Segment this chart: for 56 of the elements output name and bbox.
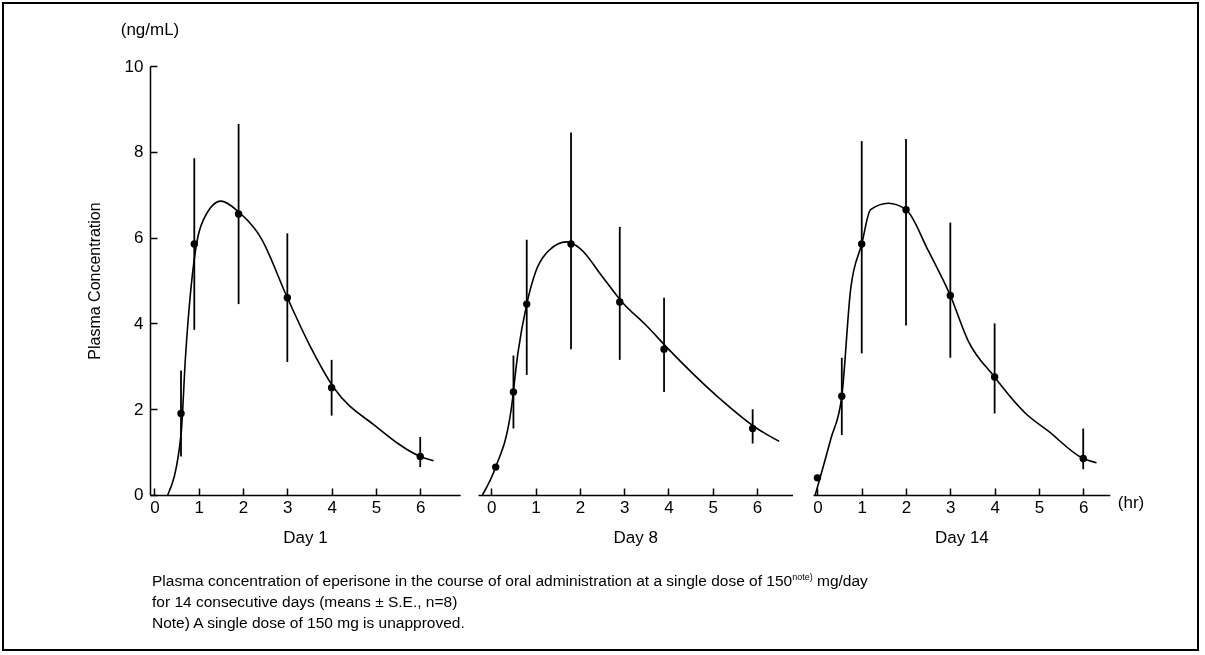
- x-tick-label: 5: [371, 498, 382, 518]
- x-tick-label: 3: [946, 498, 956, 518]
- y-tick-label: 4: [134, 313, 144, 333]
- text: for 14 consecutive days (means ± S.E., n=8): [152, 592, 459, 613]
- y-tick-label: 0: [134, 485, 144, 505]
- x-tick-label: 1: [531, 498, 541, 518]
- point: [509, 388, 518, 396]
- x-tick-label: 0: [487, 498, 497, 518]
- point: [327, 384, 336, 392]
- point: [190, 240, 199, 248]
- y-tick-label: 6: [134, 228, 144, 248]
- y-tick-label: 2: [134, 399, 144, 419]
- point: [748, 424, 757, 433]
- point: [416, 452, 424, 461]
- point: [234, 210, 243, 218]
- point: [838, 392, 846, 401]
- x-tick-label: 4: [990, 498, 1000, 518]
- point: [858, 240, 866, 248]
- x-axis-title: Day 8: [613, 528, 658, 548]
- point: [283, 293, 292, 302]
- text: Note) A single dose of 150 mg is unapproved.: [152, 613, 466, 634]
- x-tick-label: 0: [813, 498, 823, 518]
- point: [1079, 454, 1087, 463]
- y-tick-label: 8: [134, 142, 144, 162]
- x-tick-label: 2: [238, 498, 249, 518]
- text: (ng/mL): [120, 20, 180, 39]
- x-tick-label: 2: [575, 498, 586, 518]
- x-tick-label: 3: [283, 498, 293, 518]
- text: Plasma concentration of eperisone in the course of oral administration at a single dose of 150$^{note)}$ mg/day: [152, 571, 868, 592]
- point: [813, 474, 822, 482]
- point: [523, 300, 531, 308]
- x-tick-label: 5: [1034, 498, 1045, 518]
- x-tick-label: 3: [619, 498, 630, 518]
- x-tick-label: 6: [1078, 498, 1089, 518]
- point: [990, 373, 999, 381]
- text: (hr): [1117, 492, 1145, 512]
- x-tick-label: 4: [664, 498, 674, 518]
- x-tick-label: 0: [150, 498, 160, 518]
- x-tick-label: 5: [708, 498, 719, 518]
- point: [177, 409, 185, 418]
- x-axis-title: Day 14: [934, 528, 989, 548]
- x-tick-label: 2: [901, 498, 912, 518]
- point: [567, 240, 575, 248]
- x-axis-title: Day 1: [283, 528, 328, 548]
- point: [492, 463, 500, 471]
- x-tick-label: 6: [752, 498, 763, 518]
- point: [946, 291, 955, 300]
- x-tick-label: 6: [416, 498, 426, 518]
- y-axis-title: Plasma Concentration: [85, 202, 103, 360]
- point: [616, 298, 624, 306]
- x-tick-label: 4: [327, 498, 337, 518]
- x-tick-label: 1: [857, 498, 867, 518]
- x-tick-label: 1: [194, 498, 204, 518]
- y-tick-label: 10: [124, 56, 144, 76]
- point: [902, 206, 910, 214]
- point: [660, 345, 668, 353]
